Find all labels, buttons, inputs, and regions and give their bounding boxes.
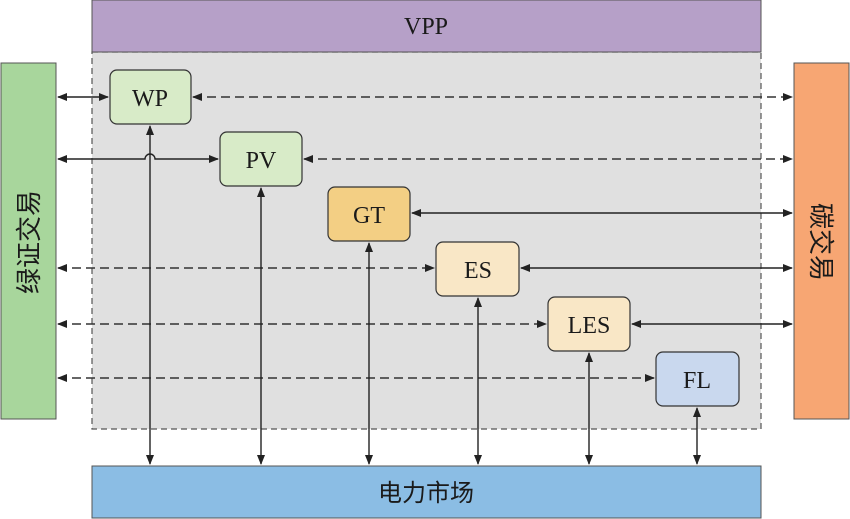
- electricity-market-label: 电力市场: [378, 479, 474, 507]
- green-certificate-label: 绿证交易: [15, 190, 45, 294]
- node-les: LES: [547, 296, 631, 352]
- carbon-trading-bar: [793, 62, 850, 420]
- node-pv-box: [219, 131, 303, 187]
- node-pv-label: PV: [246, 148, 277, 174]
- node-wp-label: WP: [132, 86, 168, 112]
- node-wp-box: [109, 69, 192, 125]
- node-les-box: [547, 296, 631, 352]
- node-fl-box: [655, 351, 740, 407]
- node-es: ES: [435, 241, 520, 297]
- node-pv: PV: [219, 131, 303, 187]
- electricity-market-bar: [91, 465, 762, 519]
- node-fl-label: FL: [683, 368, 711, 394]
- node-gt: GT: [327, 186, 411, 242]
- node-fl: FL: [655, 351, 740, 407]
- vpp-title: VPP: [404, 14, 448, 40]
- node-gt-box: [327, 186, 411, 242]
- node-es-label: ES: [464, 258, 492, 284]
- carbon-trading-label: 碳交易: [805, 203, 835, 281]
- green-certificate-bar: [0, 62, 57, 420]
- node-les-label: LES: [568, 313, 611, 339]
- vpp-area: [91, 51, 762, 430]
- node-es-box: [435, 241, 520, 297]
- node-gt-label: GT: [353, 203, 385, 229]
- node-wp: WP: [109, 69, 192, 125]
- connections: [57, 93, 793, 465]
- vpp-header: [91, 0, 762, 53]
